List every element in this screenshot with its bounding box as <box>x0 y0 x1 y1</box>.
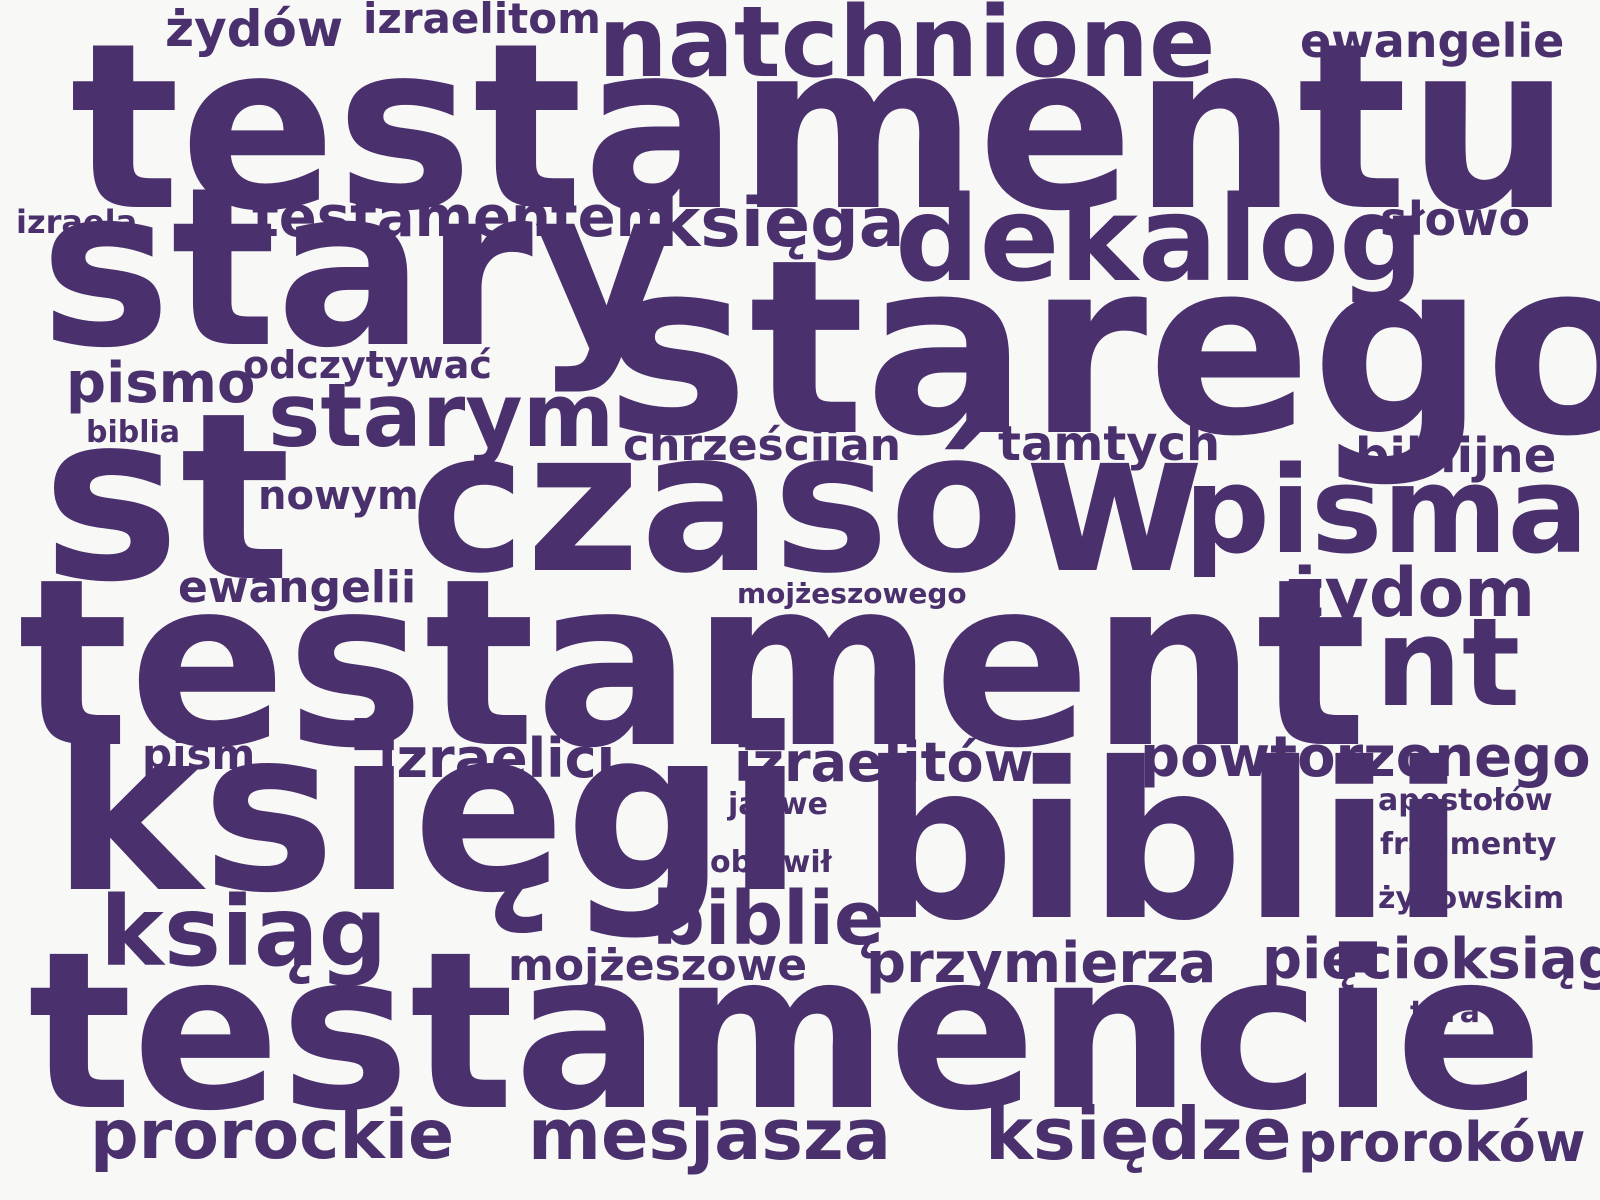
word-powtorzonego: powtórzonego <box>1140 725 1591 790</box>
word-biblie: biblię <box>652 876 885 962</box>
word-prorokow: proroków <box>1298 1111 1586 1174</box>
word-chrzescijan: chrześcijan <box>623 420 902 471</box>
word-mesjasza: mesjasza <box>528 1094 891 1176</box>
word-biblijne: biblijne <box>1355 428 1557 484</box>
word-tora: tora <box>1410 995 1480 1030</box>
word-izraelici: izraelici <box>378 727 616 790</box>
word-fragmenty: fragmenty <box>1380 827 1557 862</box>
word-ksiag: ksiąg <box>100 876 388 988</box>
word-odczytywac: odczytywać <box>243 343 492 387</box>
word-dekalog: dekalog <box>895 170 1424 308</box>
word-czasow: czasów <box>410 389 1205 617</box>
word-slowo: słowo <box>1380 192 1531 246</box>
word-natchnione: natchnione <box>598 0 1216 100</box>
word-objawil: objawił <box>710 845 832 880</box>
word-testamentu: testamentu <box>70 0 1572 262</box>
word-pieciksiag: pięcioksiąg <box>1262 927 1600 992</box>
word-ewangelii: ewangelii <box>178 562 417 613</box>
word-zydowskim: żydowskim <box>1378 881 1565 916</box>
word-jahwe: jahwe <box>728 787 828 822</box>
word-starego: starego <box>605 208 1600 490</box>
word-testamencie: testamencie <box>28 906 1544 1159</box>
word-stary: stary <box>40 140 677 396</box>
word-biblii: biblii <box>860 717 1466 968</box>
word-pisma: pisma <box>1184 442 1589 581</box>
word-mojzeszowe: mojżeszowe <box>508 940 808 991</box>
word-prorockie: prorockie <box>90 1096 455 1175</box>
word-testamentem: testamentem <box>252 185 674 250</box>
word-przymierza: przymierza <box>866 931 1217 996</box>
word-nowym: nowym <box>258 473 419 519</box>
word-zydow: żydów <box>165 0 344 58</box>
word-testament: testament <box>18 529 1367 799</box>
word-nt: nt <box>1375 592 1521 734</box>
word-izraelitom: izraelitom <box>363 0 601 43</box>
word-ksiega: księga <box>655 184 905 263</box>
word-ksiegi: księgi <box>52 681 804 943</box>
word-st: st <box>42 363 291 633</box>
word-ksiedze: księdze <box>985 1092 1292 1176</box>
word-apostolow: apostołów <box>1378 783 1553 818</box>
word-tamtych: tamtych <box>998 416 1221 472</box>
word-pismo: pismo <box>66 351 256 416</box>
word-starym: starym <box>268 364 615 467</box>
word-mojzeszowego: mojżeszowego <box>737 577 967 610</box>
word-ewangelie: ewangelie <box>1300 14 1565 68</box>
word-izraela: izraela <box>16 203 138 241</box>
word-izraelitow: izraelitów <box>734 731 1034 794</box>
word-biblia: biblia <box>86 415 181 450</box>
word-pism: pism <box>142 730 256 779</box>
word-zydom: żydom <box>1285 554 1536 633</box>
